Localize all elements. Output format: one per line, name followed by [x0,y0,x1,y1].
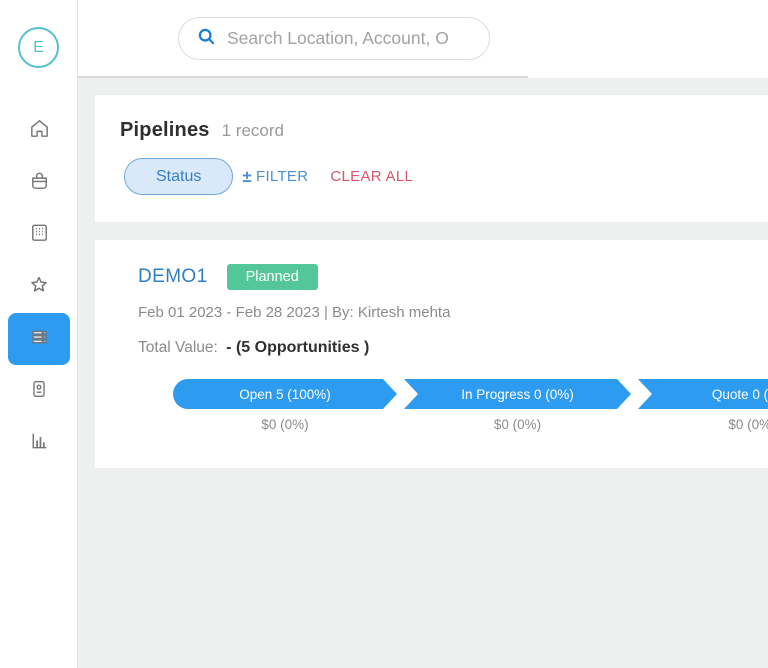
total-value: - (5 Opportunities ) [226,339,370,356]
search-input[interactable] [227,28,477,49]
clear-all-button[interactable]: CLEAR ALL [330,168,414,185]
pipeline-total-line: Total Value: - (5 Opportunities ) [138,339,768,357]
pipeline-date-line: Feb 01 2023 - Feb 28 2023 | By: Kirtesh … [138,304,451,321]
pipeline-stage-bar: Open 5 (100%) In Progress 0 (0%) Quote 0… [173,379,768,409]
top-header [78,0,768,78]
sidebar-item-pipelines[interactable] [0,313,78,365]
pipeline-card: DEMO1 Planned Feb 01 2023 - Feb 28 2023 … [95,240,768,468]
avatar[interactable]: E [18,27,59,68]
contact-card-icon [28,378,50,405]
stage-value-open: $0 (0%) [261,417,309,432]
sidebar-item-orders[interactable] [0,157,78,209]
filter-row: Status ± FILTER CLEAR ALL [124,158,768,195]
star-icon [27,273,51,302]
add-filter-button[interactable]: ± FILTER [242,167,308,187]
stage-value-in-progress: $0 (0%) [493,417,542,432]
stage-segment-open[interactable]: Open 5 (100%) [173,379,397,409]
avatar-letter: E [33,38,44,56]
sidebar-nav [0,105,77,469]
search-icon [196,26,227,52]
record-count: 1 record [221,121,284,140]
stage-segment-in-progress[interactable]: In Progress 0 (0%) [404,379,631,409]
sidebar-item-favorites[interactable] [0,261,78,313]
page-title-row: Pipelines 1 record [95,95,768,142]
pipeline-card-header: DEMO1 Planned [138,264,768,290]
home-icon [28,117,51,145]
pipelines-panel: Pipelines 1 record Status ± FILTER CLEAR… [95,95,768,222]
sidebar-item-company[interactable] [0,209,78,261]
filter-label: FILTER [256,168,309,185]
sidebar-item-home[interactable] [0,105,78,157]
pipelines-active-tile [8,313,70,365]
sidebar-item-reports[interactable] [0,417,78,469]
bar-chart-icon [28,429,51,457]
bag-icon [28,169,51,197]
pipeline-name-link[interactable]: DEMO1 [138,266,208,287]
total-value-label: Total Value: [138,339,218,356]
search-box[interactable] [178,17,490,60]
sidebar-item-contacts[interactable] [0,365,78,417]
page-title: Pipelines [120,119,210,141]
sidebar: E [0,0,78,668]
stage-segment-quote[interactable]: Quote 0 (0%) [638,379,768,409]
pipeline-stage-values: $0 (0%) $0 (0%) $0 (0%) [173,417,768,432]
plus-filter-icon: ± [242,166,252,186]
building-icon [28,221,51,249]
status-badge: Planned [226,264,318,290]
pipelines-icon [27,325,51,354]
status-filter-chip[interactable]: Status [124,158,234,195]
stage-value-quote: $0 (0%) [728,417,768,432]
